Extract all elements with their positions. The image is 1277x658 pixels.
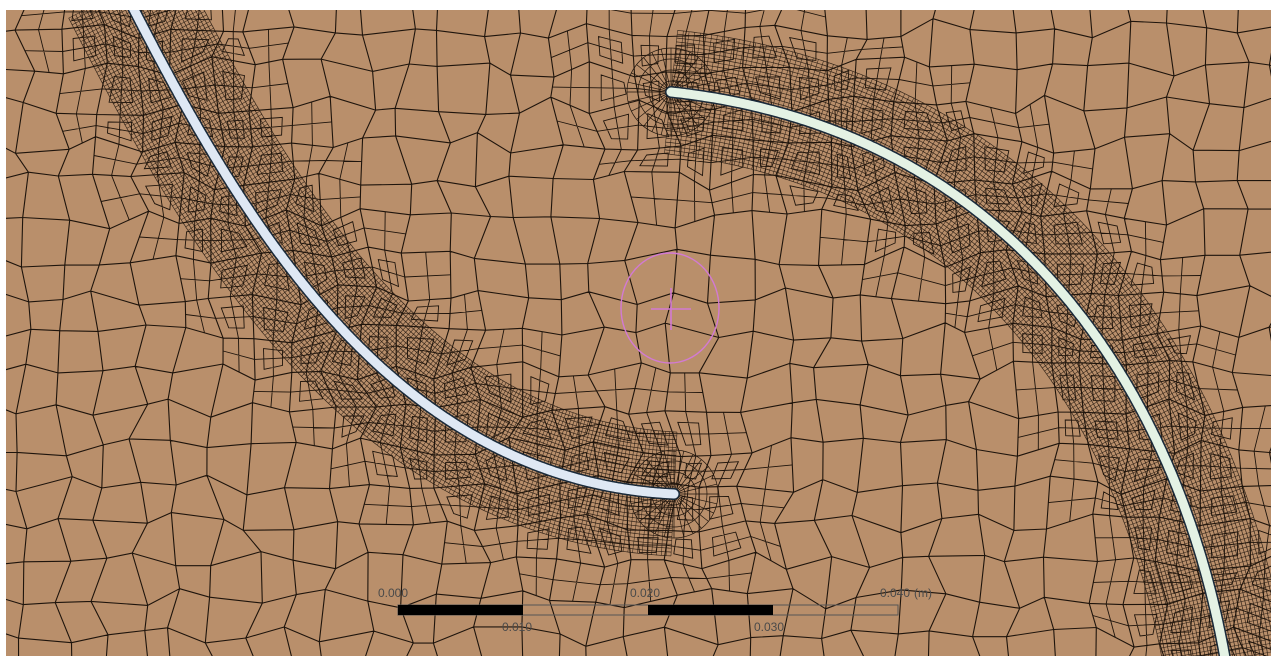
scale-segment-3 xyxy=(648,605,773,615)
scale-tick-label-2: 0.020 xyxy=(630,586,661,600)
scale-tick-label-0: 0.000 xyxy=(378,586,409,600)
coarse-mesh xyxy=(6,10,1271,656)
scale-unit-label: (m) xyxy=(914,586,932,600)
inflation-layer-left xyxy=(68,10,678,557)
scale-bar xyxy=(397,604,899,616)
blade-left-surface xyxy=(129,10,679,499)
scale-tick-label-3: 0.030 xyxy=(754,620,785,634)
coarse-mesh-lines xyxy=(6,10,1271,656)
blade-left xyxy=(127,10,680,500)
probe-circle xyxy=(620,252,720,364)
blade-right-surface xyxy=(666,87,1230,656)
probe-marker-icon xyxy=(620,252,720,364)
mesh-canvas xyxy=(6,10,1271,656)
scale-tick-label-4: 0.040 xyxy=(880,586,911,600)
blade-left-edge xyxy=(127,10,680,500)
mesh-viewport[interactable]: 0.000 0.010 0.020 0.030 0.040 (m) xyxy=(6,10,1271,656)
scale-tick-label-1: 0.010 xyxy=(502,620,533,634)
scale-segment-1 xyxy=(398,605,523,615)
blade-right xyxy=(665,86,1231,656)
